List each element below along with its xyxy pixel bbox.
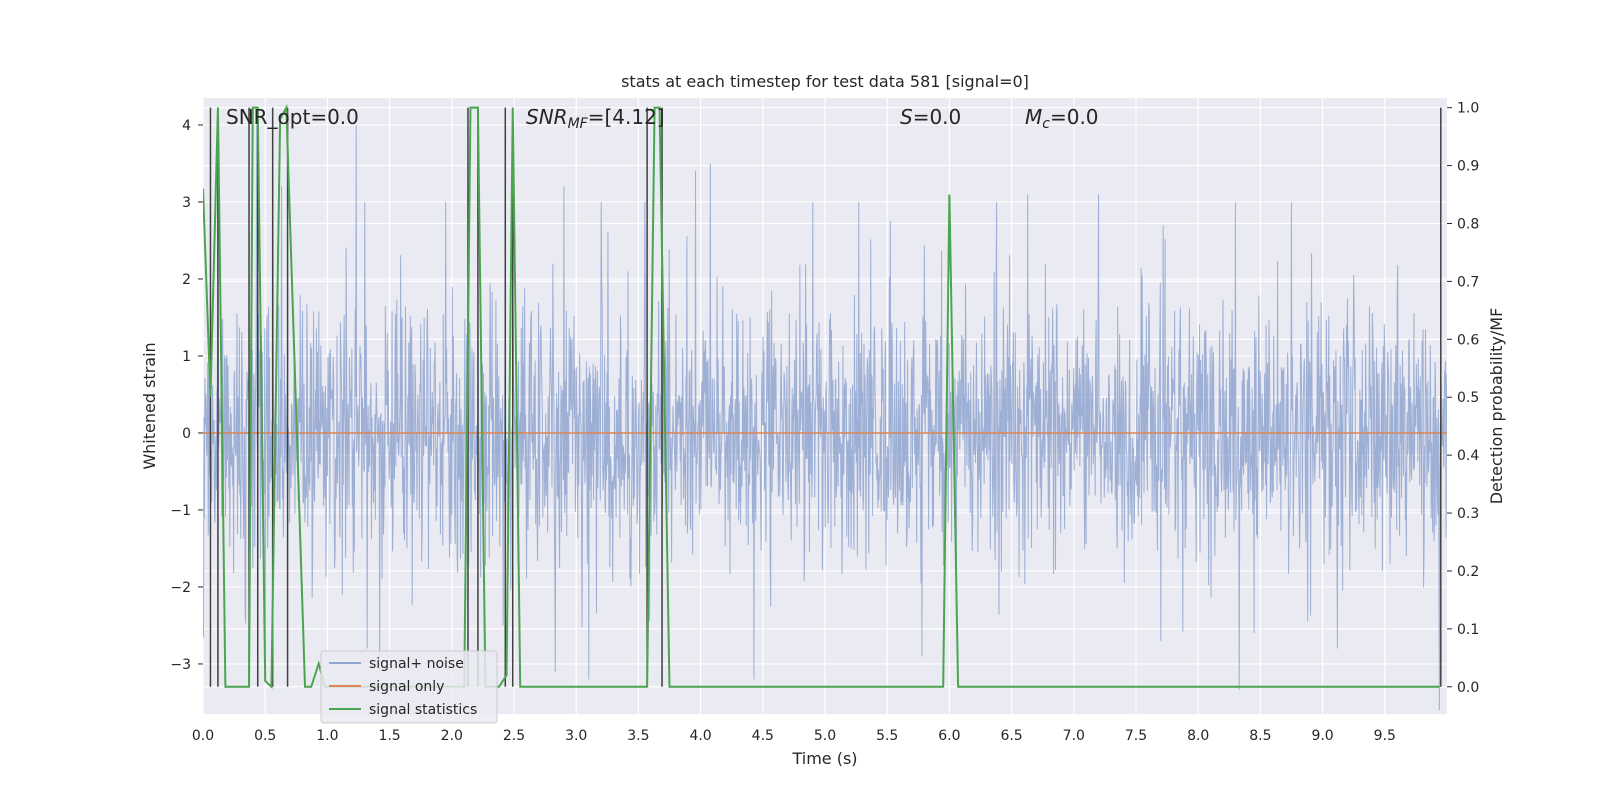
mc-sub: c (1042, 116, 1050, 132)
x-tick-label: 9.0 (1311, 728, 1333, 744)
left-y-tick-label: −2 (170, 580, 191, 596)
x-tick-label: 2.5 (503, 728, 525, 744)
x-tick-label: 7.5 (1125, 728, 1147, 744)
x-tick-label: 1.5 (378, 728, 400, 744)
snr-mf-sub: MF (568, 116, 589, 132)
snr-mf-main: SNR (526, 105, 568, 129)
left-y-tick-labels: −3 −2 −1 0 1 2 3 4 (170, 118, 203, 673)
x-tick-label: 9.5 (1374, 728, 1396, 744)
right-y-tick-label: 0.9 (1457, 159, 1479, 175)
x-tick-label: 7.0 (1063, 728, 1085, 744)
legend-label-signal-only: signal only (369, 679, 444, 695)
right-y-tick-label: 0.7 (1457, 274, 1479, 290)
legend-box (320, 650, 498, 724)
annotation-s: S=0.0 (900, 105, 961, 129)
x-tick-label: 0.5 (254, 728, 276, 744)
x-tick-label: 2.0 (441, 728, 463, 744)
x-tick-label: 1.0 (316, 728, 338, 744)
legend: signal+ noise signal only signal statist… (320, 650, 498, 724)
x-tick-label: 5.5 (876, 728, 898, 744)
x-tick-label: 3.0 (565, 728, 587, 744)
annotation-mc: Mc=0.0 (1025, 105, 1099, 132)
right-y-tick-label: 0.2 (1457, 564, 1479, 580)
left-y-tick-label: −1 (170, 503, 191, 519)
mc-main: M (1025, 105, 1042, 129)
x-tick-label: 8.0 (1187, 728, 1209, 744)
s-main: S (900, 105, 913, 129)
right-y-tick-label: 0.0 (1457, 680, 1479, 696)
signal-noise-line (203, 124, 1447, 711)
right-y-tick-labels: 0.0 0.1 0.2 0.3 0.4 0.5 0.6 0.7 0.8 0.9 1.0 (1447, 101, 1479, 696)
left-y-tick-label: −3 (170, 657, 191, 673)
left-y-tick-label: 2 (182, 272, 191, 288)
snr-mf-value: =[4.12] (588, 105, 665, 129)
annotation-snr-mf: SNRMF=[4.12] (526, 105, 665, 132)
left-y-axis-label: Whitened strain (140, 342, 159, 469)
x-tick-labels: 0.0 0.5 1.0 1.5 2.0 2.5 3.0 3.5 4.0 4.5 5.0 5.5 6.0 6… (192, 728, 1396, 744)
x-tick-label: 0.0 (192, 728, 214, 744)
x-tick-label: 5.0 (814, 728, 836, 744)
right-y-tick-label: 0.1 (1457, 622, 1479, 638)
chart-title: stats at each timestep for test data 581… (621, 72, 1029, 91)
left-y-tick-label: 4 (182, 118, 191, 134)
legend-label-signal-statistics: signal statistics (369, 702, 477, 718)
right-y-tick-label: 0.5 (1457, 390, 1479, 406)
right-y-tick-label: 0.6 (1457, 332, 1479, 348)
x-tick-label: 4.5 (752, 728, 774, 744)
left-y-tick-label: 3 (182, 195, 191, 211)
right-y-tick-label: 1.0 (1457, 101, 1479, 117)
left-y-tick-label: 0 (182, 426, 191, 442)
x-tick-label: 8.5 (1249, 728, 1271, 744)
x-tick-label: 4.0 (689, 728, 711, 744)
right-y-axis-label: Detection probability/MF (1487, 308, 1506, 505)
right-y-tick-label: 0.4 (1457, 448, 1479, 464)
s-value: =0.0 (913, 105, 962, 129)
left-y-tick-label: 1 (182, 349, 191, 365)
x-tick-label: 3.5 (627, 728, 649, 744)
annotation-snr-opt: SNR_opt=0.0 (226, 105, 359, 129)
legend-label-signal-noise: signal+ noise (369, 656, 464, 672)
x-axis-label: Time (s) (791, 749, 857, 768)
x-tick-label: 6.5 (1000, 728, 1022, 744)
right-y-tick-label: 0.8 (1457, 216, 1479, 232)
signal-noise-series (203, 124, 1447, 711)
mc-value: =0.0 (1050, 105, 1099, 129)
x-tick-label: 6.0 (938, 728, 960, 744)
right-y-tick-label: 0.3 (1457, 506, 1479, 522)
